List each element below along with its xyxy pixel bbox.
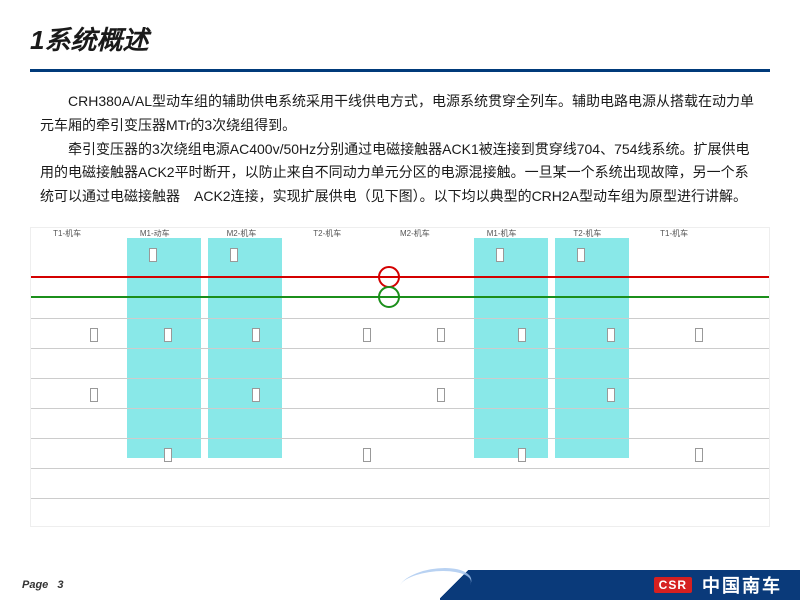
component-box	[164, 328, 172, 342]
component-box	[607, 328, 615, 342]
page-indicator: Page 3	[0, 579, 63, 591]
component-box	[252, 328, 260, 342]
ack-connection-red	[378, 266, 400, 288]
car-label: M1-机车	[487, 228, 517, 239]
car-label: M2-机车	[400, 228, 430, 239]
ack-connection-green	[378, 286, 400, 308]
power-system-diagram: T1-机车 M1-动车 M2-机车 T2-机车 M2-机车 M1-机车 T2-机车 T1-机车	[30, 227, 770, 527]
csr-logo: CSR	[654, 577, 692, 593]
grid-line	[31, 438, 769, 439]
component-box	[149, 248, 157, 262]
car-label: M2-机车	[227, 228, 257, 239]
page-number: 3	[57, 579, 63, 591]
component-box	[607, 388, 615, 402]
component-box	[363, 448, 371, 462]
component-box	[363, 328, 371, 342]
component-box	[518, 328, 526, 342]
paragraph-1: CRH380A/AL型动车组的辅助供电系统采用干线供电方式，电源系统贯穿全列车。…	[40, 90, 760, 138]
grid-line	[31, 498, 769, 499]
component-box	[695, 328, 703, 342]
brand-name: 中国南车	[702, 572, 782, 598]
car-label: T2-机车	[313, 228, 341, 239]
brand-bar: CSR 中国南车	[440, 570, 800, 600]
car-label: T1-机车	[53, 228, 81, 239]
grid-line	[31, 378, 769, 379]
component-box	[164, 448, 172, 462]
bus-line-754	[31, 296, 769, 298]
component-box	[695, 448, 703, 462]
car-label: T1-机车	[660, 228, 688, 239]
component-box	[437, 388, 445, 402]
grid-line	[31, 408, 769, 409]
component-box	[252, 388, 260, 402]
bus-line-704	[31, 276, 769, 278]
component-box	[90, 388, 98, 402]
component-box	[496, 248, 504, 262]
grid-line	[31, 348, 769, 349]
grid-line	[31, 318, 769, 319]
paragraph-2: 牵引变压器的3次绕组电源AC400v/50Hz分别通过电磁接触器ACK1被连接到…	[40, 138, 760, 209]
component-box	[577, 248, 585, 262]
swoosh-icon	[390, 568, 480, 602]
grid-line	[31, 468, 769, 469]
car-label: M1-动车	[140, 228, 170, 239]
page-title: 1系统概述	[30, 20, 770, 57]
page-label: Page	[22, 579, 48, 591]
component-box	[437, 328, 445, 342]
car-label: T2-机车	[573, 228, 601, 239]
footer: Page 3 CSR 中国南车	[0, 570, 800, 600]
component-box	[230, 248, 238, 262]
component-box	[518, 448, 526, 462]
body-text: CRH380A/AL型动车组的辅助供电系统采用干线供电方式，电源系统贯穿全列车。…	[0, 72, 800, 219]
component-box	[90, 328, 98, 342]
